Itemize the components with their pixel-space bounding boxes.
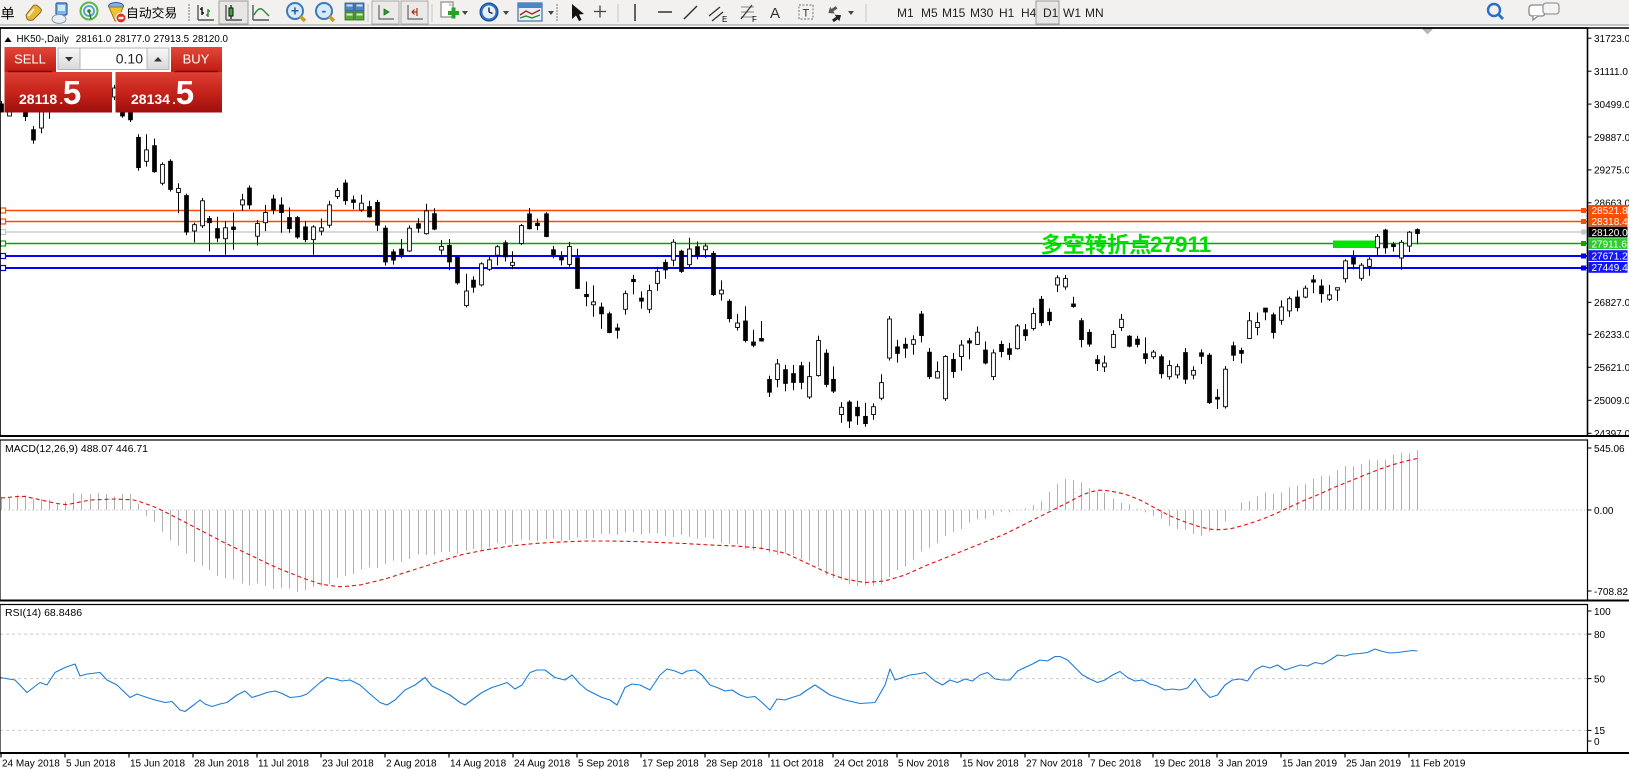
svg-text:H1: H1 [999, 6, 1015, 20]
svg-text:23 Jul 2018: 23 Jul 2018 [322, 759, 374, 769]
svg-text:H4: H4 [1021, 6, 1037, 20]
svg-text:24397.0: 24397.0 [1594, 429, 1629, 440]
svg-text:15 Jun 2018: 15 Jun 2018 [130, 759, 185, 769]
svg-text:+: + [291, 3, 299, 19]
svg-text:M1: M1 [897, 6, 914, 20]
svg-text:26827.0: 26827.0 [1594, 298, 1629, 309]
svg-text:M15: M15 [942, 6, 966, 20]
svg-text:27911: 27911 [1150, 232, 1211, 257]
svg-text:MACD(12,26,9) 488.07 446.71: MACD(12,26,9) 488.07 446.71 [5, 443, 148, 455]
svg-text:5 Nov 2018: 5 Nov 2018 [898, 759, 950, 769]
svg-text:31111.0: 31111.0 [1594, 67, 1628, 78]
svg-text:M5: M5 [921, 6, 938, 20]
svg-text:29887.0: 29887.0 [1594, 133, 1629, 144]
svg-text:-: - [322, 3, 327, 19]
svg-text:26233.0: 26233.0 [1594, 330, 1629, 341]
svg-text:28 Sep 2018: 28 Sep 2018 [706, 759, 763, 769]
svg-text:M30: M30 [970, 6, 994, 20]
svg-text:80: 80 [1594, 630, 1606, 641]
svg-text:25 Jan 2019: 25 Jan 2019 [1346, 759, 1401, 769]
svg-text:11 Feb 2019: 11 Feb 2019 [1410, 759, 1466, 769]
svg-text:MN: MN [1085, 6, 1104, 20]
svg-text:11 Jul 2018: 11 Jul 2018 [258, 759, 309, 769]
svg-text:5 Sep 2018: 5 Sep 2018 [578, 759, 630, 769]
svg-text:27449.4: 27449.4 [1592, 263, 1629, 274]
svg-text:25009.0: 25009.0 [1594, 396, 1629, 407]
svg-text:5 Jun 2018: 5 Jun 2018 [66, 759, 116, 769]
svg-text:17 Sep 2018: 17 Sep 2018 [642, 759, 699, 769]
svg-text:15 Jan 2019: 15 Jan 2019 [1282, 759, 1337, 769]
svg-text:24 May 2018: 24 May 2018 [2, 759, 60, 769]
svg-text:27 Nov 2018: 27 Nov 2018 [1026, 759, 1083, 769]
svg-text:27671.2: 27671.2 [1592, 251, 1629, 262]
svg-text:W1: W1 [1063, 6, 1081, 20]
svg-text:28120.0: 28120.0 [1592, 228, 1629, 239]
svg-text:BUY: BUY [183, 52, 210, 67]
svg-text:28 Jun 2018: 28 Jun 2018 [194, 759, 249, 769]
svg-text:50: 50 [1594, 674, 1606, 685]
svg-text:11 Oct 2018: 11 Oct 2018 [770, 759, 824, 769]
svg-text:7 Dec 2018: 7 Dec 2018 [1090, 759, 1142, 769]
svg-text:T: T [803, 8, 810, 20]
svg-text:0.10: 0.10 [116, 51, 143, 67]
svg-text:31723.0: 31723.0 [1594, 34, 1629, 45]
svg-text:D1: D1 [1043, 6, 1059, 20]
svg-text:15: 15 [1594, 726, 1606, 737]
svg-text:0.00: 0.00 [1594, 506, 1614, 517]
svg-text:14 Aug 2018: 14 Aug 2018 [450, 759, 507, 769]
svg-text:28663.0: 28663.0 [1594, 199, 1629, 210]
svg-text:15 Nov 2018: 15 Nov 2018 [962, 759, 1019, 769]
svg-text:29275.0: 29275.0 [1594, 166, 1629, 177]
svg-text:545.06: 545.06 [1594, 444, 1625, 455]
svg-text:A: A [770, 5, 780, 22]
svg-text:24 Oct 2018: 24 Oct 2018 [834, 759, 889, 769]
svg-text:F: F [752, 15, 757, 24]
svg-text:27911.6: 27911.6 [1592, 239, 1628, 250]
svg-text:100: 100 [1594, 607, 1611, 618]
svg-text:E: E [722, 15, 727, 24]
svg-text:0: 0 [1594, 737, 1600, 748]
svg-text:RSI(14) 68.8486: RSI(14) 68.8486 [5, 607, 82, 619]
svg-text:30499.0: 30499.0 [1594, 100, 1629, 111]
svg-text:-708.82: -708.82 [1594, 587, 1628, 598]
svg-text:28318.4: 28318.4 [1592, 217, 1629, 228]
svg-text:25621.0: 25621.0 [1594, 363, 1629, 374]
svg-text:SELL: SELL [14, 52, 46, 67]
svg-text:19 Dec 2018: 19 Dec 2018 [1154, 759, 1211, 769]
svg-text:3 Jan 2019: 3 Jan 2019 [1218, 759, 1268, 769]
svg-text:2 Aug 2018: 2 Aug 2018 [386, 759, 437, 769]
svg-text:24 Aug 2018: 24 Aug 2018 [514, 759, 571, 769]
svg-text:28521.8: 28521.8 [1592, 206, 1629, 217]
